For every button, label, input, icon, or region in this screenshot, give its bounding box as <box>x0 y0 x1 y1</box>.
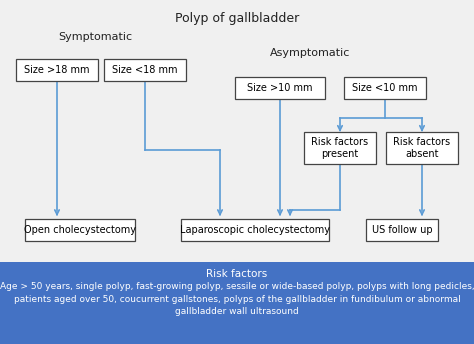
Text: Size <18 mm: Size <18 mm <box>112 65 178 75</box>
Text: Laparoscopic cholecystectomy: Laparoscopic cholecystectomy <box>180 225 330 235</box>
Text: Size >18 mm: Size >18 mm <box>24 65 90 75</box>
Bar <box>344 77 426 99</box>
Bar <box>181 219 329 241</box>
Text: Risk factors
absent: Risk factors absent <box>393 137 451 159</box>
Bar <box>366 219 438 241</box>
Bar <box>235 77 325 99</box>
Text: Risk factors: Risk factors <box>206 269 268 279</box>
Text: Symptomatic: Symptomatic <box>58 32 132 42</box>
Bar <box>304 132 376 164</box>
Text: Age > 50 years, single polyp, fast-growing polyp, sessile or wide-based polyp, p: Age > 50 years, single polyp, fast-growi… <box>0 282 474 316</box>
Bar <box>386 132 458 164</box>
Text: Open cholecystectomy: Open cholecystectomy <box>24 225 136 235</box>
Text: US follow up: US follow up <box>372 225 432 235</box>
Bar <box>0 262 474 344</box>
Text: Asymptomatic: Asymptomatic <box>270 48 350 58</box>
Text: Size <10 mm: Size <10 mm <box>352 83 418 93</box>
Bar <box>25 219 135 241</box>
Text: Size >10 mm: Size >10 mm <box>247 83 313 93</box>
Text: Risk factors
present: Risk factors present <box>311 137 369 159</box>
Text: Polyp of gallbladder: Polyp of gallbladder <box>175 12 299 25</box>
Bar <box>16 59 98 81</box>
Bar <box>104 59 186 81</box>
